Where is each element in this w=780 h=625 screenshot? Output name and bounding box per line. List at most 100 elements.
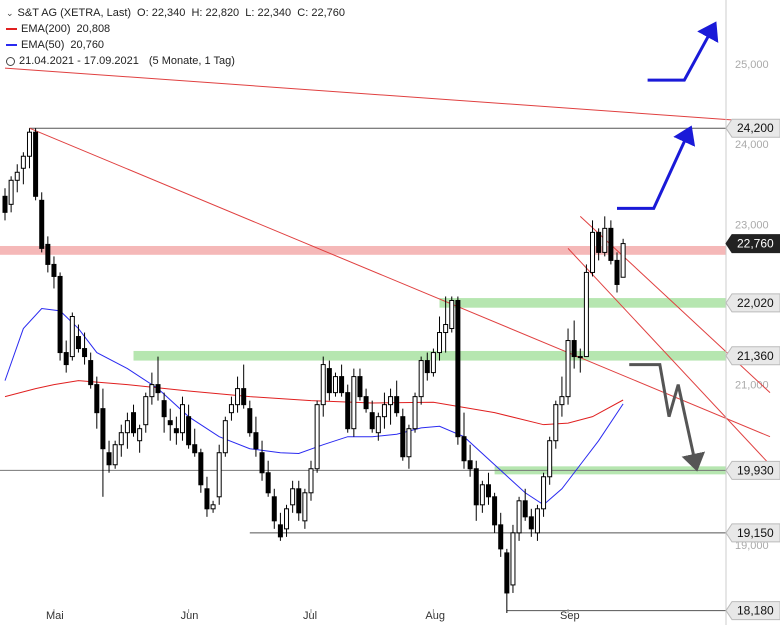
candle-body: [602, 227, 608, 253]
trendline: [567, 248, 771, 466]
y-tick-label: 25,000: [735, 59, 769, 71]
candle-body: [2, 195, 8, 213]
candle-body: [131, 412, 137, 434]
candle-body: [137, 428, 143, 442]
price-label-box: [725, 346, 780, 366]
candle-body: [118, 432, 124, 446]
price-label-box: [725, 118, 780, 138]
candle-body: [418, 360, 424, 398]
price-label-text: 18,180: [737, 604, 774, 618]
candle-body: [522, 500, 528, 518]
clock-icon: [6, 56, 15, 66]
candle-body: [498, 524, 504, 550]
candle-body: [332, 376, 338, 394]
candle-body: [179, 404, 185, 434]
candle-body: [314, 404, 320, 470]
candle-body: [406, 428, 412, 458]
candle-body: [69, 316, 75, 358]
price-label-box: [725, 523, 780, 543]
candle-body: [33, 131, 39, 197]
candle-body: [75, 336, 81, 350]
price-label-text: 22,760: [737, 237, 774, 251]
candle-body: [8, 179, 14, 205]
legend-title-row: ⌄ S&T AG (XETRA, Last) O: 22,340 H: 22,8…: [6, 5, 345, 21]
candle-body: [485, 484, 491, 498]
candle-body: [455, 299, 461, 438]
candle-body: [149, 384, 155, 398]
candle-body: [161, 400, 167, 418]
price-label-box: [725, 234, 780, 254]
candle-body: [516, 500, 522, 534]
price-label-box: [725, 601, 780, 621]
candle-body: [100, 408, 106, 450]
candle-body: [534, 508, 540, 534]
candle-body: [412, 396, 418, 430]
candle-body: [94, 384, 100, 414]
candle-body: [20, 155, 26, 169]
candle-body: [51, 263, 57, 277]
candle-body: [82, 348, 88, 358]
chevron-down-icon[interactable]: ⌄: [6, 8, 14, 18]
price-label-text: 19,930: [737, 463, 774, 477]
x-month-label: Aug: [425, 610, 445, 622]
legend-ema200: EMA(200) 20,808: [6, 21, 345, 37]
trendline: [4, 67, 771, 124]
x-month-label: Jul: [303, 610, 317, 622]
price-label-box: [725, 293, 780, 313]
candle-body: [167, 420, 173, 426]
candle-body: [614, 259, 620, 285]
candle-body: [63, 352, 69, 366]
candle-body: [320, 364, 326, 406]
x-month-label: Mai: [46, 610, 64, 622]
candle-body: [608, 227, 614, 261]
support-zone: [439, 298, 726, 308]
price-label-box: [725, 460, 780, 480]
candle-body: [430, 352, 436, 374]
x-month-label: Sep: [560, 610, 580, 622]
candle-body: [198, 452, 204, 486]
trendline: [29, 127, 771, 438]
candle-body: [173, 428, 179, 434]
candle-body: [247, 408, 253, 434]
candle-body: [112, 444, 118, 466]
candle-body: [363, 396, 369, 410]
support-zone: [133, 350, 726, 361]
candle-body: [106, 452, 112, 466]
candle-body: [296, 488, 302, 514]
candle-body: [57, 275, 63, 354]
bearish-scenario-arrow: [629, 363, 706, 472]
candle-body: [308, 468, 314, 494]
candle-body: [583, 271, 589, 358]
candle-body: [559, 396, 565, 406]
candle-body: [479, 484, 485, 506]
ema200-value: 20,808: [76, 23, 111, 35]
x-month-label: Jun: [181, 610, 199, 622]
candle-body: [400, 416, 406, 458]
candle-body: [351, 376, 357, 430]
candle-body: [388, 396, 394, 406]
candle-body: [504, 552, 510, 594]
candle-body: [222, 420, 228, 454]
candle-body: [339, 376, 345, 394]
candle-body: [577, 356, 583, 359]
candle-body: [553, 404, 559, 442]
candle-body: [510, 532, 516, 586]
candle-body: [620, 243, 626, 278]
y-tick-label: 23,000: [735, 219, 769, 231]
resistance-zone: [0, 245, 726, 255]
period-range: 21.04.2021 - 17.09.2021: [19, 55, 139, 67]
candle-body: [124, 420, 130, 434]
candle-body: [571, 340, 577, 358]
candle-body: [39, 199, 45, 249]
candle-body: [528, 516, 534, 530]
candle-body: [204, 488, 210, 510]
legend-ema50: EMA(50) 20,760: [6, 37, 345, 53]
candle-body: [290, 488, 296, 506]
candle-body: [265, 472, 271, 494]
candle-body: [216, 452, 222, 498]
candle-body: [253, 432, 259, 450]
price-label-text: 24,200: [737, 121, 774, 135]
candle-body: [277, 524, 283, 538]
